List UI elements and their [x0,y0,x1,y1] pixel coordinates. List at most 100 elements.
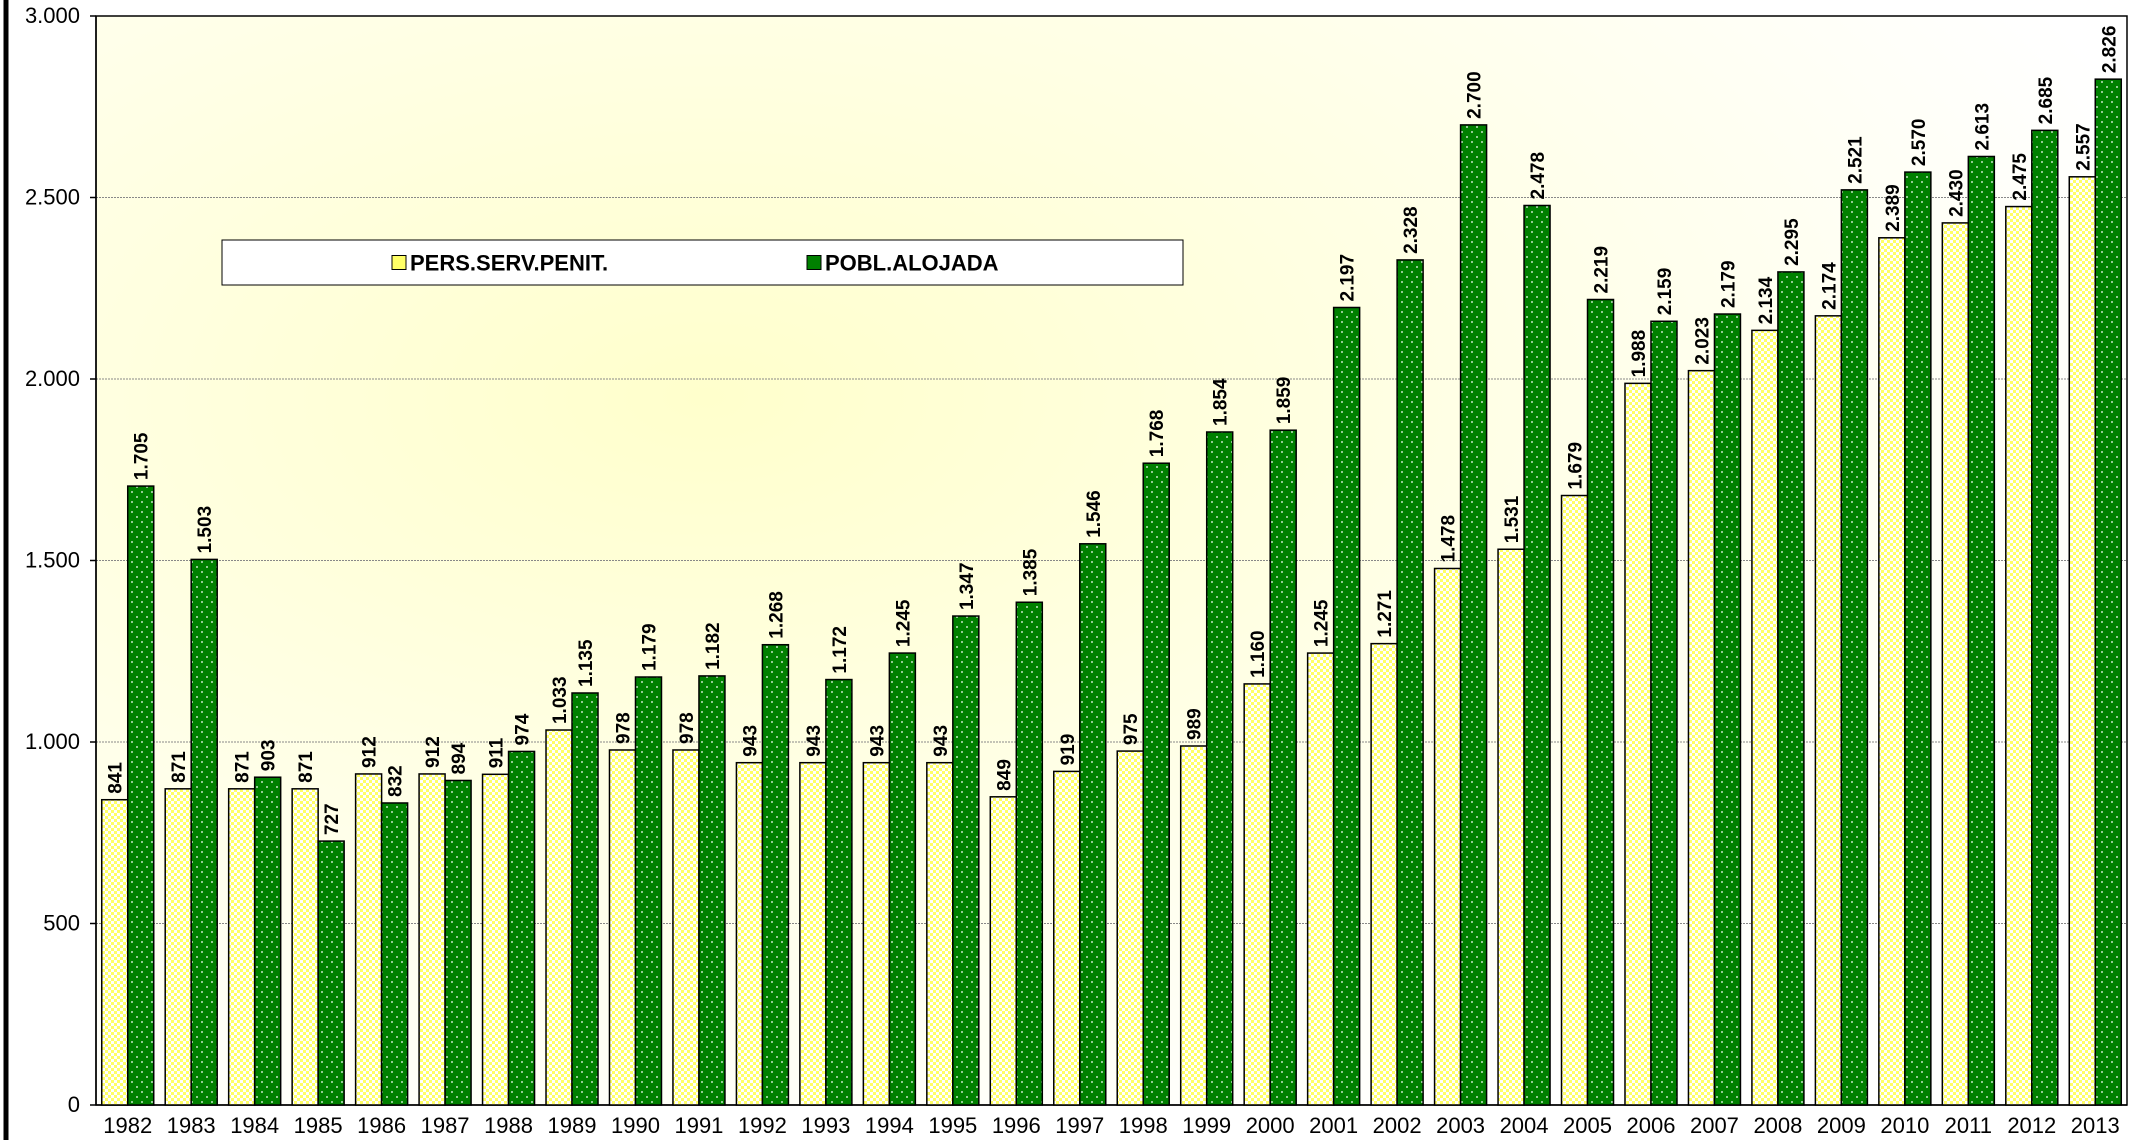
y-tick-label: 2.000 [25,366,80,391]
x-tick-label: 1991 [674,1113,723,1138]
value-label: 871 [169,751,190,783]
value-label: 2.826 [2099,26,2120,74]
bar [418,773,446,1106]
bar [989,796,1018,1106]
x-tick-label: 2009 [1817,1113,1866,1138]
value-label: 2.521 [1845,136,1866,184]
value-label: 911 [487,737,508,768]
x-tick-label: 2006 [1627,1113,1676,1138]
x-tick-label: 2005 [1563,1113,1612,1138]
bar [761,643,790,1106]
value-label: 1.347 [957,562,978,610]
bar [1777,271,1805,1106]
x-tick-label: 1997 [1055,1113,1104,1138]
y-tick-label: 1.000 [25,729,80,754]
x-tick-label: 1993 [801,1113,850,1138]
x-tick-label: 1994 [865,1113,914,1138]
bar [1306,652,1335,1106]
bar [2094,78,2123,1106]
bar [1497,548,1525,1106]
x-tick-label: 2004 [1500,1113,1549,1138]
bar [317,840,345,1106]
value-label: 2.557 [2073,123,2094,171]
y-tick-label: 1.500 [25,548,80,573]
value-label: 1.172 [830,626,851,674]
x-tick-label: 1999 [1182,1113,1231,1138]
x-tick-label: 2008 [1753,1113,1802,1138]
bar [227,788,256,1106]
value-label: 1.160 [1248,630,1269,678]
x-tick-label: 1984 [230,1113,279,1138]
x-tick-label: 2007 [1690,1113,1739,1138]
value-label: 989 [1185,708,1206,740]
bar [926,761,954,1106]
bar [952,615,980,1106]
legend-swatch [806,255,822,270]
legend-swatch [391,255,407,270]
value-label: 1.478 [1439,515,1460,563]
bar [1142,462,1170,1106]
bar [1269,429,1297,1106]
value-label: 1.503 [195,506,216,554]
bar [1586,298,1615,1106]
legend-label: PERS.SERV.PENIT. [410,251,608,276]
value-label: 943 [867,725,888,757]
bar [354,773,383,1106]
x-tick-label: 2001 [1309,1113,1358,1138]
x-tick-label: 1992 [738,1113,787,1138]
bar [1079,543,1107,1106]
bar [1650,320,1678,1106]
bar [1179,745,1208,1106]
bar [1523,204,1551,1106]
x-tick-label: 2010 [1880,1113,1929,1138]
bar [1624,382,1652,1106]
value-label: 1.679 [1566,442,1587,490]
y-tick-label: 0 [68,1092,80,1117]
x-tick-label: 1983 [167,1113,216,1138]
x-tick-label: 2012 [2007,1113,2056,1138]
y-tick-label: 3.000 [25,3,80,28]
value-label: 2.295 [1782,218,1803,266]
value-label: 1.268 [766,591,787,639]
value-label: 1.705 [132,432,153,480]
bar [164,788,192,1106]
bar [1687,369,1716,1106]
value-label: 2.570 [1909,119,1930,167]
value-label: 2.174 [1819,262,1840,310]
value-label: 2.685 [2036,76,2057,124]
bar [799,761,827,1106]
x-tick-label: 1986 [357,1113,406,1138]
value-label: 978 [677,712,698,744]
value-label: 894 [449,742,470,774]
bar [2005,205,2033,1106]
value-label: 841 [106,762,127,794]
value-label: 1.271 [1375,590,1396,638]
value-label: 1.859 [1274,377,1295,425]
value-label: 1.033 [550,676,571,724]
x-tick-label: 1988 [484,1113,533,1138]
value-label: 903 [259,740,280,772]
bar [481,773,510,1106]
value-label: 1.385 [1020,548,1041,596]
value-label: 1.531 [1502,495,1523,543]
bar [545,729,573,1106]
x-tick-label: 1996 [992,1113,1041,1138]
value-label: 2.475 [2010,153,2031,201]
value-label: 2.179 [1718,260,1739,308]
bar [2068,176,2097,1106]
bar [634,676,663,1106]
bar [1967,155,1996,1106]
bar [888,652,917,1106]
value-label: 1.245 [893,599,914,647]
bar [608,749,637,1106]
x-tick-label: 1985 [294,1113,343,1138]
plot-border [95,15,2128,1106]
value-label: 727 [322,803,343,835]
value-label: 2.430 [1946,169,1967,217]
bar [1840,189,1869,1106]
value-label: 1.179 [639,623,660,671]
bar [1396,259,1424,1106]
value-label: 2.328 [1401,206,1422,254]
x-tick-label: 1990 [611,1113,660,1138]
